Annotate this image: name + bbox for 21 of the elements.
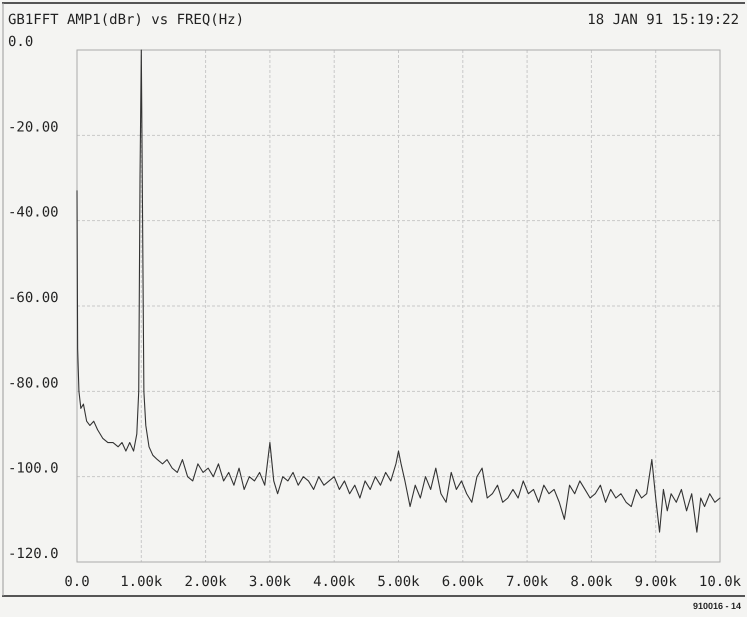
x-tick-label: 6.00k bbox=[442, 574, 484, 590]
y-tick-label: -60.00 bbox=[8, 290, 59, 306]
x-tick-label: 3.00k bbox=[248, 574, 292, 590]
y-tick-label: 0.0 bbox=[8, 34, 34, 50]
y-tick-label: -20.00 bbox=[8, 119, 59, 136]
y-tick-label: -80.00 bbox=[8, 375, 59, 392]
y-tick-label: -120.0 bbox=[8, 546, 59, 562]
x-tick-label: 4.00k bbox=[313, 574, 356, 590]
x-tick-label: 5.00k bbox=[377, 574, 420, 590]
chart-title: GB1FFT AMP1(dBr) vs FREQ(Hz) bbox=[8, 12, 244, 28]
chart-subtitle: 18 JAN 91 15:19:22 bbox=[587, 12, 739, 28]
x-tick-label: 8.00k bbox=[570, 574, 614, 590]
y-tick-label: -40.00 bbox=[8, 204, 59, 221]
x-tick-label: 10.0k bbox=[698, 574, 742, 590]
x-tick-label: 7.00k bbox=[506, 574, 549, 590]
x-tick-label: 1.00k bbox=[120, 574, 163, 590]
x-tick-label: 2.00k bbox=[184, 574, 228, 590]
text: 910016 - 14 bbox=[692, 601, 741, 611]
x-tick-label: 0.0 bbox=[64, 574, 90, 590]
y-tick-label: -100.0 bbox=[8, 460, 59, 477]
x-tick-label: 9.00k bbox=[634, 574, 678, 590]
